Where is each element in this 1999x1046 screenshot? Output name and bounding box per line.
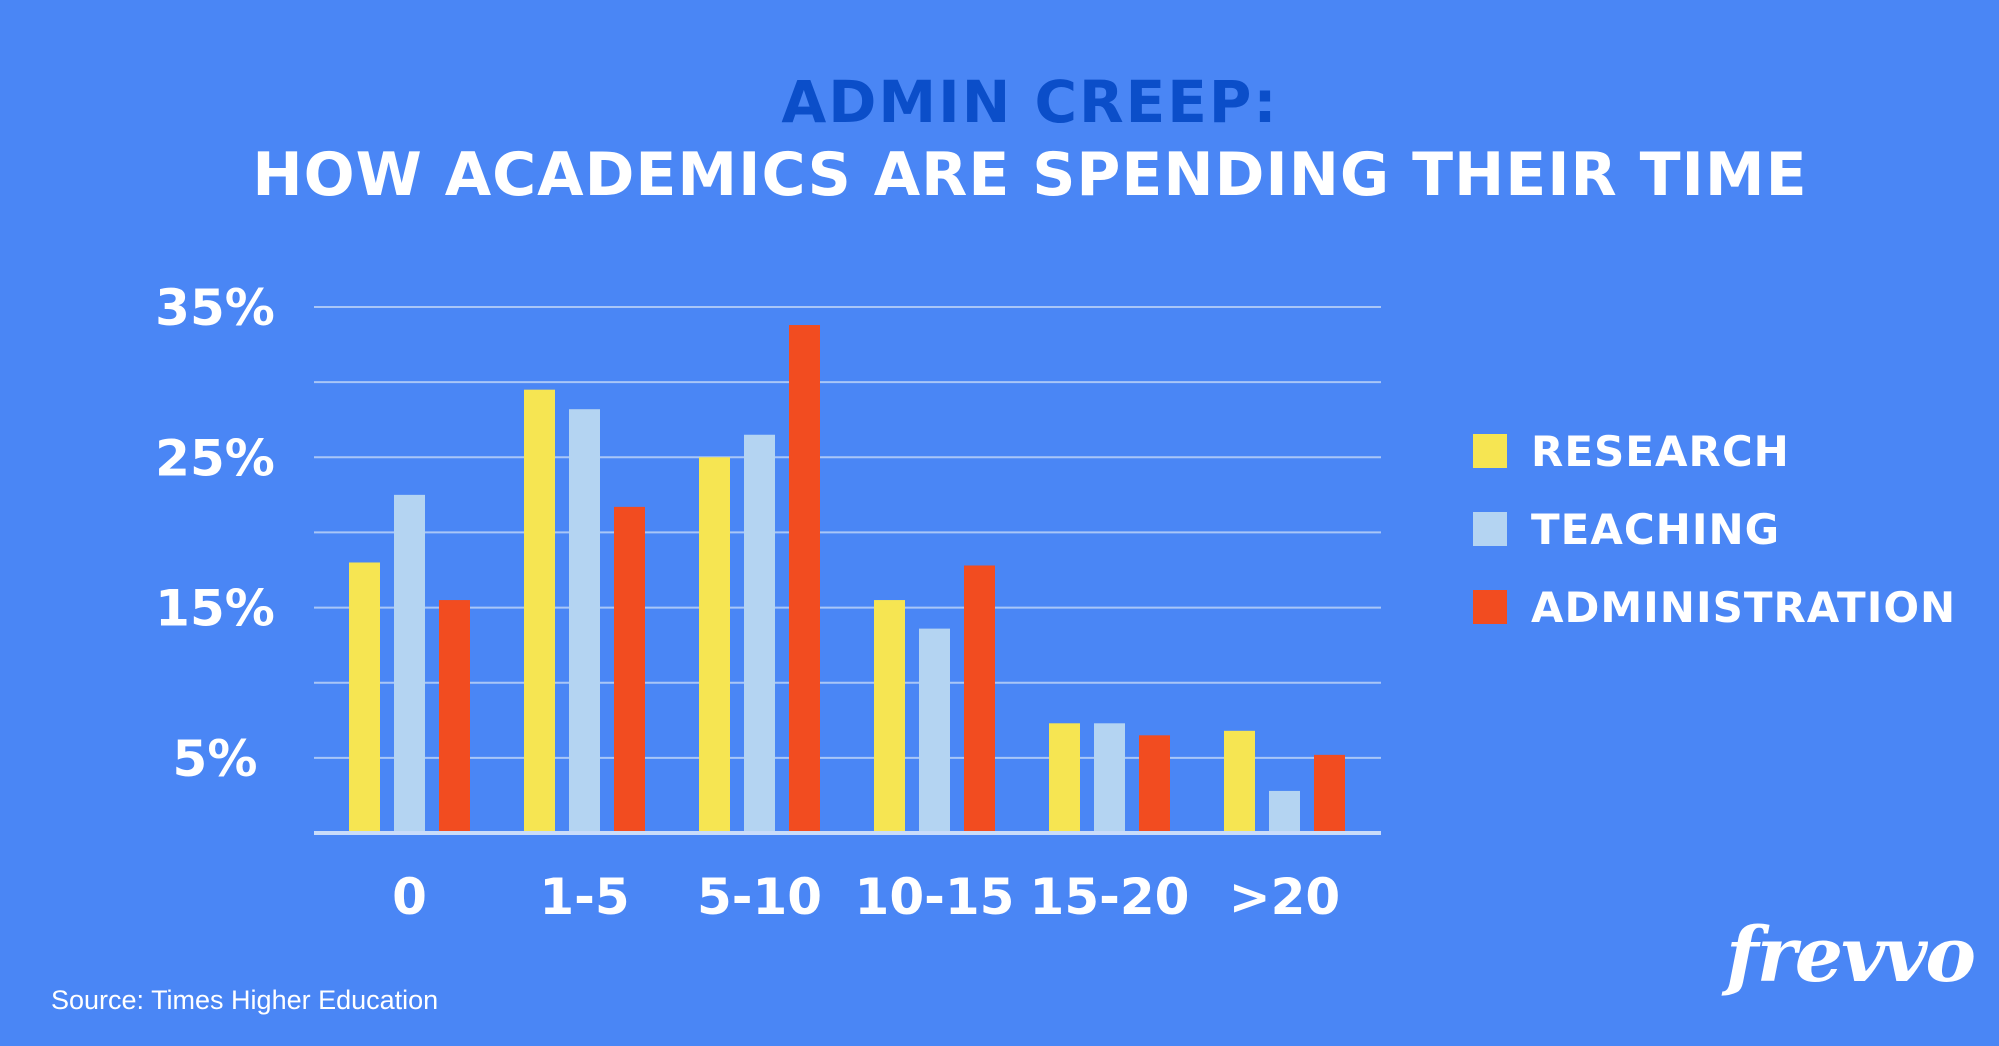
- legend-swatch-research: [1473, 434, 1507, 468]
- chart-title: ADMIN CREEP:: [781, 68, 1279, 136]
- legend-item-administration: ADMINISTRATION: [1473, 568, 1956, 646]
- y-axis-ticks: 5% 15% 25% 35%: [155, 279, 275, 788]
- y-tick-label: 15%: [155, 580, 275, 638]
- legend: RESEARCH TEACHING ADMINISTRATION: [1473, 412, 1956, 646]
- legend-swatch-administration: [1473, 590, 1507, 624]
- legend-item-teaching: TEACHING: [1473, 490, 1956, 568]
- x-tick-label: >20: [1229, 868, 1340, 926]
- bar-research-0: [349, 562, 380, 833]
- bar-research-4: [1049, 723, 1080, 833]
- bar-research-5: [1224, 730, 1255, 833]
- x-tick-label: 5-10: [697, 868, 822, 926]
- x-tick-label: 1-5: [539, 868, 629, 926]
- source-note: Source: Times Higher Education: [51, 985, 439, 1015]
- bar-teaching-5: [1269, 790, 1300, 833]
- bar-administration-4: [1139, 735, 1170, 833]
- bar-administration-2: [789, 325, 820, 833]
- legend-label-research: RESEARCH: [1531, 426, 1790, 476]
- bar-administration-1: [614, 506, 645, 833]
- legend-label-teaching: TEACHING: [1531, 504, 1781, 554]
- gridlines: [314, 306, 1381, 759]
- bar-teaching-1: [569, 409, 600, 833]
- x-tick-label: 15-20: [1030, 868, 1190, 926]
- x-tick-label: 10-15: [855, 868, 1015, 926]
- legend-item-research: RESEARCH: [1473, 412, 1956, 490]
- bar-research-3: [874, 600, 905, 833]
- y-tick-label: 5%: [173, 730, 258, 788]
- x-tick-label: 0: [392, 868, 427, 926]
- bar-research-1: [524, 389, 555, 833]
- bars: [349, 325, 1345, 833]
- bar-teaching-4: [1094, 723, 1125, 833]
- legend-swatch-teaching: [1473, 512, 1507, 546]
- bar-teaching-2: [744, 434, 775, 833]
- bar-teaching-0: [394, 494, 425, 833]
- brand-logo: frevvo: [1726, 910, 1976, 999]
- x-axis-ticks: 0 1-5 5-10 10-15 15-20 >20: [392, 868, 1340, 926]
- chart-subtitle: HOW ACADEMICS ARE SPENDING THEIR TIME: [252, 140, 1808, 210]
- legend-label-administration: ADMINISTRATION: [1531, 582, 1957, 632]
- bar-teaching-3: [919, 628, 950, 833]
- bar-administration-5: [1314, 754, 1345, 833]
- y-tick-label: 25%: [155, 429, 275, 487]
- bar-research-2: [699, 457, 730, 833]
- y-tick-label: 35%: [155, 279, 275, 337]
- bar-administration-0: [439, 600, 470, 833]
- bar-administration-3: [964, 565, 995, 833]
